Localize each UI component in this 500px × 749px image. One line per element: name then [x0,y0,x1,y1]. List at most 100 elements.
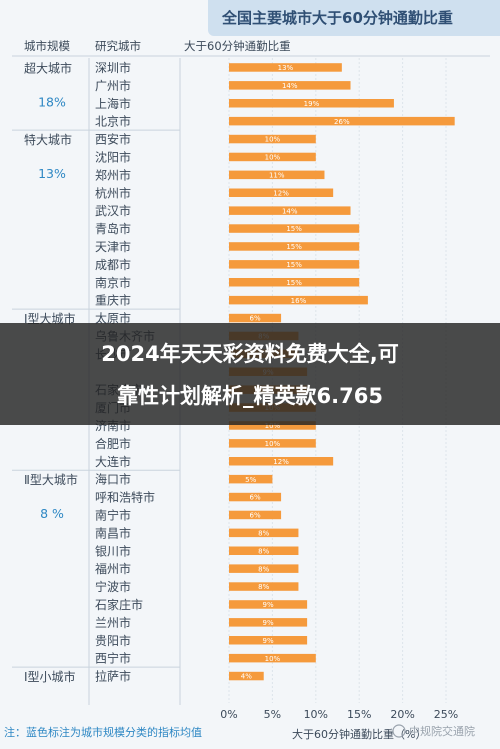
bar-value-label: 6% [249,494,260,502]
bar [229,63,342,72]
bar-value-label: 9% [263,601,274,609]
bar-value-label: 12% [273,189,289,197]
city-label: 石家庄市 [95,597,143,612]
bar-value-label: 9% [263,619,274,627]
x-axis-title: 大于60分钟通勤比重（%） [292,727,426,741]
bar-value-label: 9% [263,637,274,645]
tier-label: Ⅰ型大城市 [24,311,76,326]
bar [229,546,299,555]
bar-value-label: 8% [258,583,269,591]
bar [229,152,316,162]
x-tick-label: 15% [347,708,371,721]
city-label: 宁波市 [95,579,131,594]
bar [229,313,282,323]
bar [229,206,351,215]
tier-label: Ⅱ型大城市 [24,472,78,487]
bar [229,134,316,144]
city-label: 太原市 [95,311,131,326]
city-label: 西宁市 [95,651,131,666]
city-label: 青岛市 [95,221,131,236]
bar-value-label: 8% [258,547,269,555]
bar [229,510,282,520]
city-label: 广州市 [95,78,131,93]
tier-label: 超大城市 [24,61,72,76]
bar [229,260,360,269]
bar [229,278,360,287]
bar [229,224,360,233]
city-label: 西安市 [95,132,131,147]
bar-value-label: 12% [273,458,289,466]
city-label: 沈阳市 [95,149,131,164]
bar-value-label: 8% [258,529,269,537]
city-label: 银川市 [95,543,131,558]
city-label: 成都市 [95,257,131,272]
bar [229,582,299,591]
city-label: 重庆市 [95,293,131,308]
bar-value-label: 15% [286,261,302,269]
bar-value-label: 26% [334,118,350,126]
bar [229,564,299,573]
city-label: 呼和浩特市 [95,490,155,505]
bar [229,474,273,484]
city-label: 天津市 [95,239,131,254]
column-header-tier: 城市规模 [24,39,70,53]
bar-value-label: 19% [304,100,320,108]
chart-title: 全国主要城市大于60分钟通勤比重 [222,9,453,27]
bar [229,671,264,681]
bar-value-label: 4% [241,673,252,681]
bar [229,636,308,645]
overlay-headline-line1: 2024年天天彩资料免费大全,可 [101,342,399,366]
bar-value-label: 6% [249,512,260,520]
city-label: 贵阳市 [95,633,131,648]
bar-value-label: 15% [286,279,302,287]
x-tick-label: 10% [304,708,328,721]
bar-value-label: 10% [265,154,281,162]
bar-value-label: 14% [282,82,298,90]
overlay-headline-line2: 靠性计划解析_精英款6.765 [117,384,383,408]
city-label: 南京市 [95,275,131,290]
bar-value-label: 11% [269,171,285,179]
tier-label: Ⅰ型小城市 [24,669,76,684]
city-label: 福州市 [95,561,131,576]
bar [229,295,368,305]
tier-average: 8 % [40,506,64,521]
column-header-share: 大于60分钟通勤比重 [184,39,291,53]
city-label: 大连市 [95,454,131,469]
bar [229,81,351,90]
bar-value-label: 15% [286,243,302,251]
bar-value-label: 8% [258,565,269,573]
city-label: 杭州市 [95,185,131,200]
bar [229,528,299,538]
city-label: 拉萨市 [95,669,131,684]
bar [229,116,455,126]
bar [229,618,308,627]
city-label: 南昌市 [95,525,131,540]
city-label: 海口市 [95,472,131,487]
title-background [208,0,500,36]
bar-value-label: 10% [265,422,281,430]
city-label: 郑州市 [95,167,131,182]
city-label: 兰州市 [95,615,131,630]
bar-value-label: 10% [265,655,281,663]
city-label: 深圳市 [95,60,131,75]
watermark-logo-icon [392,724,406,738]
bar-value-label: 15% [286,225,302,233]
overlay-banner [0,323,500,425]
bar [229,188,334,197]
city-label: 北京市 [95,114,131,129]
bar [229,457,334,466]
bar [229,242,360,251]
footnote: 注：蓝色标注为城市规模分类的指标均值 [4,725,202,739]
bar-value-label: 10% [265,136,281,144]
city-label: 武汉市 [95,203,131,218]
x-tick-label: 20% [390,708,414,721]
bar-value-label: 16% [291,297,307,305]
bar-value-label: 6% [249,315,260,323]
bar [229,653,316,663]
city-label: 南宁市 [95,507,131,522]
bar [229,600,308,609]
bar [229,421,316,430]
bar-value-label: 14% [282,207,298,215]
column-header-city: 研究城市 [95,39,141,53]
bar [229,99,394,108]
